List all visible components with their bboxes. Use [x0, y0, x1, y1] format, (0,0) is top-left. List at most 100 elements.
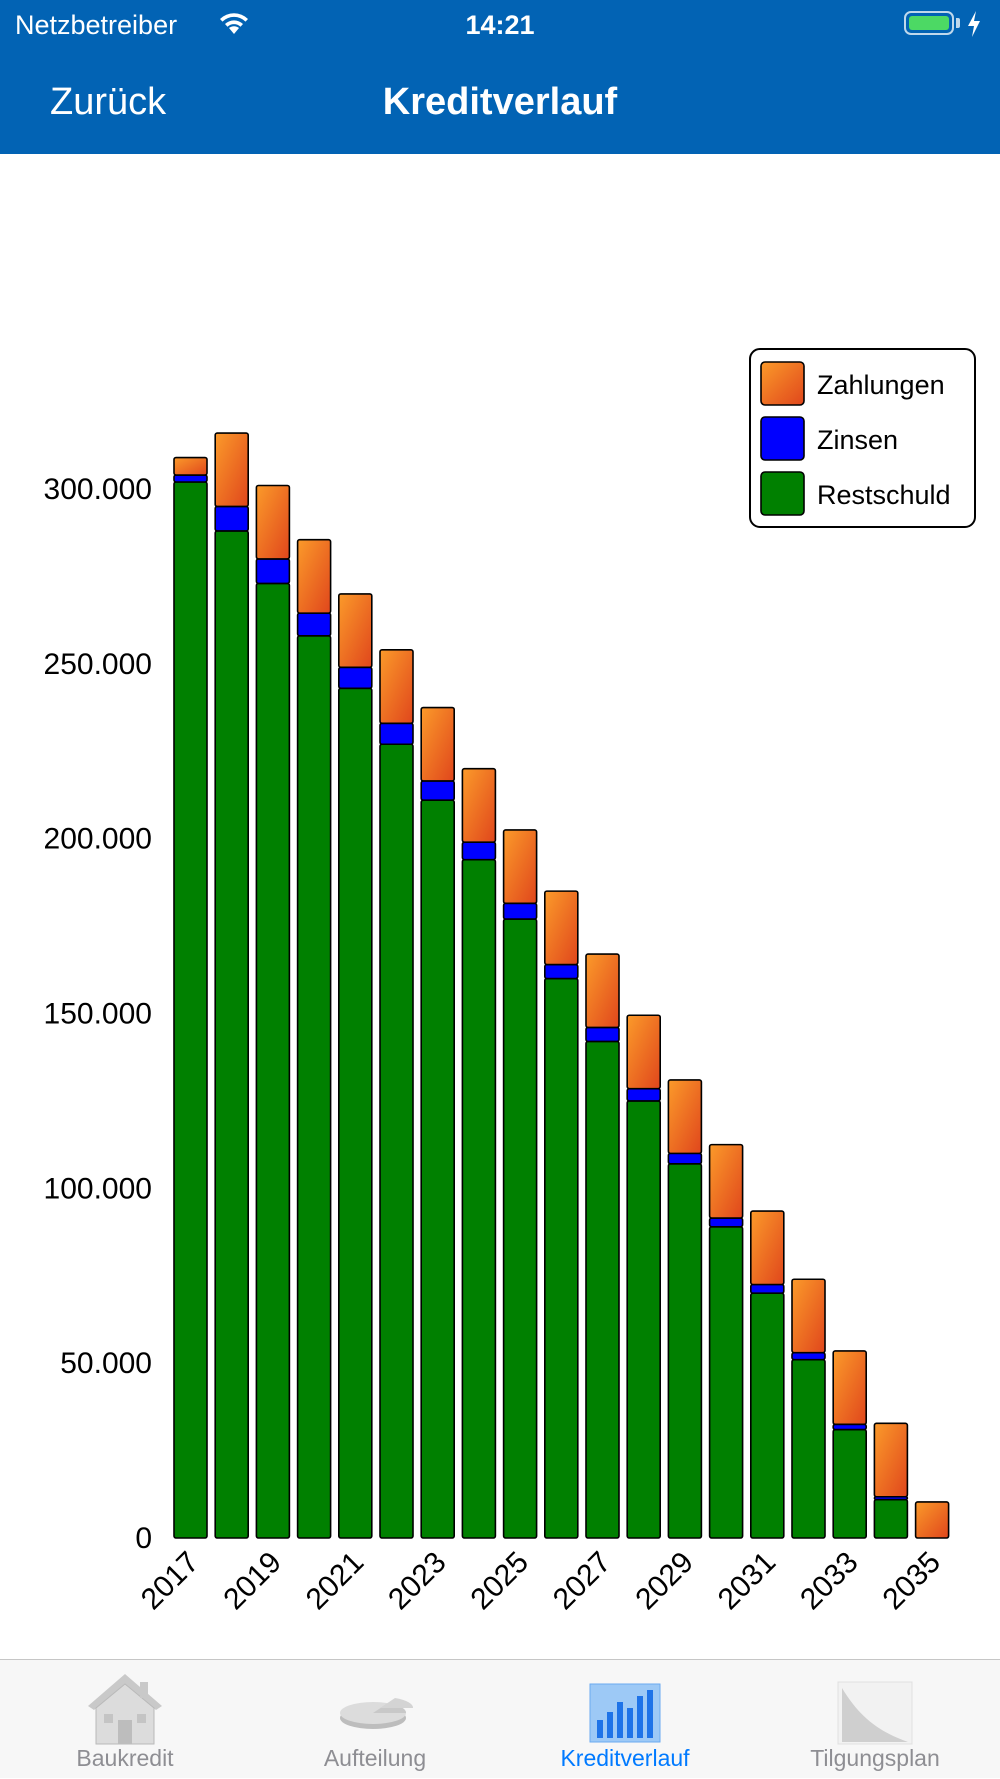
y-tick-label: 0 [135, 1522, 152, 1555]
bar-zahlungen-2034 [873, 1422, 909, 1498]
y-tick-label: 200.000 [44, 823, 152, 856]
legend-box [749, 348, 976, 528]
bar-restschuld-2018 [214, 530, 249, 1539]
page-title: Kreditverlauf [382, 81, 618, 123]
bar-zinsen-2031 [749, 1283, 785, 1295]
bar-zahlungen-2033 [832, 1350, 868, 1426]
x-tick-label: 2027 [547, 1546, 618, 1617]
bar-zahlungen-2025 [502, 829, 538, 905]
bar-zahlungen-2021 [337, 593, 373, 669]
bar-zinsen-2027 [585, 1026, 620, 1043]
bar-zinsen-2024 [461, 841, 497, 861]
y-tick-label: 250.000 [44, 648, 152, 681]
bar-zahlungen-2031 [749, 1210, 785, 1286]
x-tick-label: 2017 [135, 1546, 206, 1617]
bar-restschuld-2017 [173, 481, 208, 1539]
bar-zahlungen-2023 [420, 706, 456, 782]
legend-swatch-zahlungen [760, 361, 805, 406]
tab-label-aufteilung: Aufteilung [323, 1745, 427, 1771]
status-time: 14:21 [465, 10, 535, 40]
x-tick-label: 2031 [712, 1546, 783, 1617]
bar-zinsen-2028 [626, 1087, 662, 1102]
bar-restschuld-2021 [337, 687, 373, 1539]
x-tick-label: 2019 [217, 1546, 288, 1617]
bar-zinsen-2021 [337, 666, 373, 690]
tab-kreditverlauf[interactable]: Kreditverlauf [500, 1660, 750, 1779]
bar-restschuld-2030 [708, 1225, 744, 1539]
bar-zinsen-2029 [667, 1152, 703, 1165]
x-tick-label: 2021 [300, 1546, 371, 1617]
bar-restschuld-2024 [461, 858, 497, 1539]
amortization-curve-icon [837, 1681, 913, 1745]
bar-zahlungen-2027 [585, 953, 620, 1029]
bar-zahlungen-2028 [626, 1014, 662, 1090]
bar-restschuld-2033 [832, 1428, 868, 1539]
bar-zinsen-2032 [791, 1351, 826, 1361]
bar-zahlungen-2035 [914, 1501, 950, 1539]
x-tick-label: 2025 [465, 1546, 536, 1617]
bar-restschuld-2020 [296, 635, 332, 1539]
bar-restschuld-2023 [420, 799, 456, 1539]
bar-zinsen-2025 [502, 902, 538, 920]
navigation-header: Netzbetreiber 14:21 Zurück Kreditverlauf [0, 0, 1000, 154]
legend-label-restschuld: Restschuld [817, 480, 951, 510]
bar-restschuld-2032 [791, 1358, 826, 1539]
bar-restschuld-2019 [255, 582, 291, 1539]
carrier-name: Netzbetreiber [15, 10, 178, 40]
bar-zahlungen-2020 [296, 538, 332, 614]
bar-zahlungen-2029 [667, 1079, 703, 1155]
charging-bolt-icon [968, 11, 980, 37]
credit-history-chart: 0 50.000 100.000 150.000 200.000 250.000 300.0… [44, 348, 976, 1617]
x-tick-label: 2029 [629, 1546, 700, 1617]
bar-restschuld-2027 [585, 1040, 620, 1539]
x-tick-label: 2033 [794, 1546, 865, 1617]
tab-label-tilgungsplan: Tilgungsplan [810, 1745, 940, 1771]
bar-zinsen-2018 [214, 505, 249, 532]
house-icon [88, 1674, 162, 1745]
bar-restschuld-2022 [379, 743, 414, 1539]
battery-tip [956, 18, 960, 28]
battery-icon [904, 11, 954, 35]
battery-level [909, 16, 949, 30]
y-tick-label: 300.000 [44, 473, 152, 506]
bar-restschuld-2025 [502, 918, 538, 1539]
wifi-icon [220, 13, 248, 34]
bar-zinsen-2019 [255, 558, 291, 585]
bar-zinsen-2026 [543, 963, 579, 980]
bar-zahlungen-2022 [379, 649, 414, 725]
bar-chart-icon [589, 1683, 661, 1743]
bar-restschuld-2034 [873, 1498, 909, 1539]
y-tick-label: 50.000 [60, 1347, 152, 1380]
bar-zinsen-2022 [379, 722, 414, 746]
pie-chart-icon [340, 1698, 414, 1729]
y-axis-tick-labels: 0 50.000 100.000 150.000 200.000 250.000 300.0… [44, 473, 152, 1555]
bar-zinsen-2017 [173, 474, 208, 483]
bar-zahlungen-2017 [173, 456, 208, 476]
bar-zinsen-2023 [420, 780, 456, 802]
y-tick-label: 100.000 [44, 1172, 152, 1205]
bar-restschuld-2031 [749, 1292, 785, 1539]
bar-zahlungen-2024 [461, 767, 497, 843]
legend-label-zahlungen: Zahlungen [817, 370, 945, 400]
chart-legend: Zahlungen Zinsen Restschuld [749, 348, 976, 528]
bar-zahlungen-2030 [708, 1143, 744, 1219]
y-tick-label: 150.000 [44, 998, 152, 1031]
x-tick-label: 2035 [877, 1546, 948, 1617]
legend-label-zinsen: Zinsen [817, 425, 898, 455]
back-button[interactable]: Zurück [50, 81, 167, 123]
bar-zahlungen-2032 [791, 1278, 826, 1354]
bar-zahlungen-2019 [255, 484, 291, 560]
x-axis-tick-labels: 2017 2019 2021 2023 2025 2027 2029 2031 2033 2035 [135, 1546, 947, 1617]
tab-label-baukredit: Baukredit [76, 1745, 174, 1771]
bar-restschuld-2029 [667, 1163, 703, 1539]
bar-zahlungen-2026 [543, 890, 579, 966]
tab-aufteilung[interactable]: Aufteilung [250, 1660, 500, 1779]
legend-swatch-restschuld [760, 471, 805, 516]
tab-baukredit[interactable]: Baukredit [0, 1660, 250, 1779]
legend-swatch-zinsen [760, 416, 805, 461]
tab-tilgungsplan[interactable]: Tilgungsplan [750, 1660, 1000, 1779]
x-tick-label: 2023 [382, 1546, 453, 1617]
bar-zahlungen-2018 [214, 432, 249, 508]
bar-restschuld-2028 [626, 1100, 662, 1539]
bar-zinsen-2030 [708, 1217, 744, 1228]
